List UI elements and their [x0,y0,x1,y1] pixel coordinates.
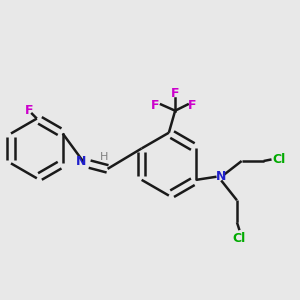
Text: N: N [216,170,226,183]
Text: F: F [151,100,159,112]
Text: H: H [100,152,108,162]
Text: F: F [188,100,197,112]
Text: Cl: Cl [273,153,286,166]
Text: Cl: Cl [233,232,246,244]
Text: F: F [25,104,33,117]
Text: F: F [171,87,179,100]
Text: N: N [76,154,87,167]
